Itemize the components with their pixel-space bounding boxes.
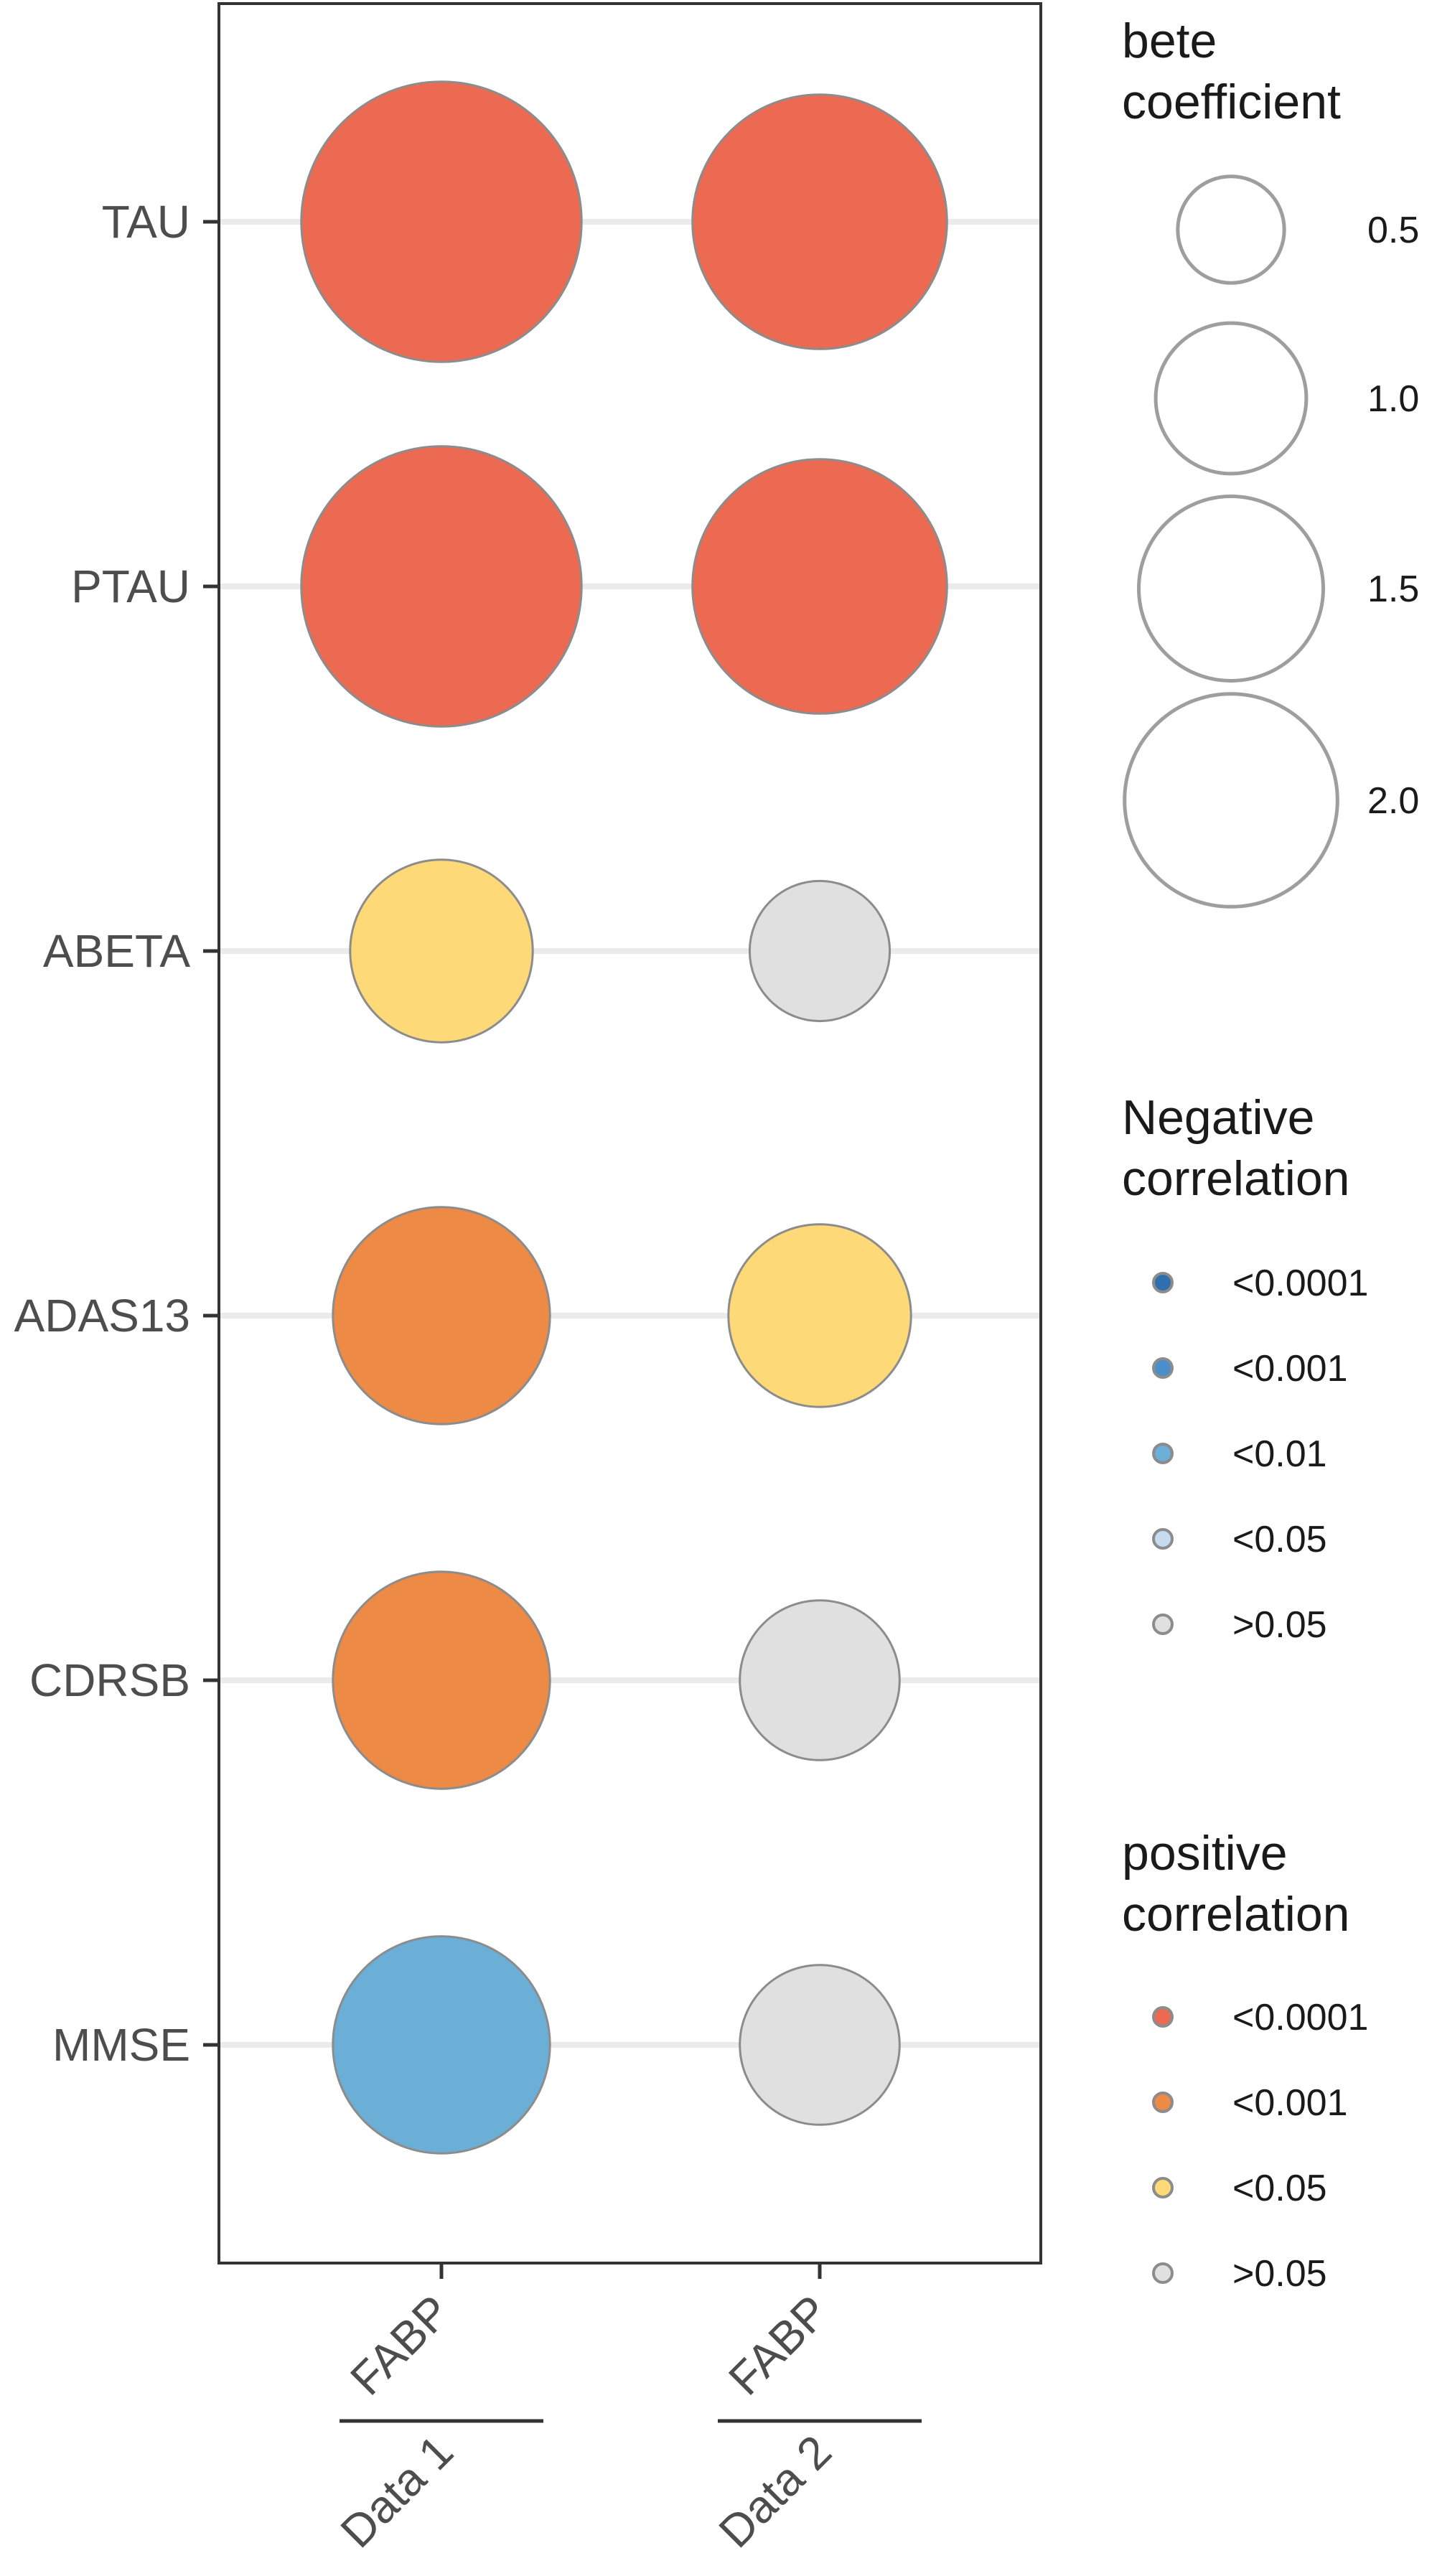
positive-legend-label: >0.05	[1232, 2253, 1327, 2295]
negative-legend-label: >0.05	[1232, 1604, 1327, 1646]
plot-panel-border	[217, 2, 1042, 2264]
bubble-abeta-col1	[349, 858, 534, 1044]
bubble-tau-col2	[691, 93, 948, 350]
bubble-ptau-col1	[300, 445, 583, 728]
negative-legend-label: <0.0001	[1232, 1263, 1368, 1304]
positive-legend-label: <0.001	[1232, 2082, 1348, 2124]
bubble-adas13-col1	[332, 1206, 551, 1425]
positive-legend-key	[1152, 2177, 1174, 2198]
negative-legend-key	[1152, 1272, 1174, 1293]
y-tick-label: ABETA	[43, 925, 190, 977]
x-group-label: Data 1	[331, 2425, 463, 2557]
bubble-adas13-col2	[727, 1223, 912, 1408]
bubble-tau-col1	[300, 80, 583, 363]
y-axis: TAU PTAU ABETA ADAS13 CDRSB MMSE	[14, 196, 219, 2071]
size-legend-label: 1.0	[1367, 378, 1419, 420]
size-legend-label: 1.5	[1367, 568, 1419, 610]
y-tick-label: TAU	[102, 196, 190, 248]
size-legend-key	[1176, 174, 1286, 285]
positive-legend-title: correlation	[1122, 1887, 1350, 1942]
positive-legend-label: <0.0001	[1232, 1997, 1368, 2038]
negative-legend-key	[1152, 1357, 1174, 1379]
negative-legend-label: <0.001	[1232, 1348, 1348, 1390]
negative-legend-label: <0.01	[1232, 1433, 1327, 1475]
y-tick-label: MMSE	[52, 2019, 190, 2071]
bubble-cdrsb-col1	[332, 1570, 551, 1790]
x-tick-label: FABP	[340, 2285, 460, 2405]
bubble-mmse-col1	[332, 1935, 551, 2155]
negative-legend-title: Negative	[1122, 1090, 1314, 1145]
legends: bete coefficient 0.5 1.0 1.5 2.0 Negative corre…	[1122, 14, 1419, 2295]
x-axis: FABP Data 1 FABP Data 2	[331, 2263, 922, 2557]
y-tick-label: PTAU	[71, 561, 190, 612]
size-legend-key	[1137, 495, 1325, 683]
negative-legend-title: correlation	[1122, 1151, 1350, 1206]
size-legend-label: 2.0	[1367, 780, 1419, 822]
y-tick-label: ADAS13	[14, 1290, 190, 1341]
x-tick-label: FABP	[719, 2285, 838, 2405]
negative-legend-key	[1152, 1443, 1174, 1464]
negative-legend-key	[1152, 1528, 1174, 1550]
positive-legend-title: positive	[1122, 1826, 1288, 1881]
size-legend-title: coefficient	[1122, 75, 1341, 129]
negative-legend-key	[1152, 1613, 1174, 1635]
bubble-mmse-col2	[739, 1964, 901, 2126]
bubble-cdrsb-col2	[739, 1599, 901, 1761]
positive-legend-label: <0.05	[1232, 2168, 1327, 2209]
size-legend-title: bete	[1122, 14, 1217, 68]
y-tick-label: CDRSB	[29, 1654, 190, 1706]
size-legend-key	[1153, 321, 1309, 476]
negative-legend-label: <0.05	[1232, 1519, 1327, 1560]
positive-legend-key	[1152, 2092, 1174, 2113]
bubble-ptau-col2	[691, 458, 948, 715]
x-group-label: Data 2	[709, 2425, 841, 2557]
data-points	[300, 80, 948, 2155]
size-legend-key	[1123, 692, 1339, 909]
size-legend-label: 0.5	[1367, 210, 1419, 251]
bubble-abeta-col2	[748, 879, 892, 1023]
positive-legend-key	[1152, 2262, 1174, 2284]
positive-legend-key	[1152, 2006, 1174, 2028]
